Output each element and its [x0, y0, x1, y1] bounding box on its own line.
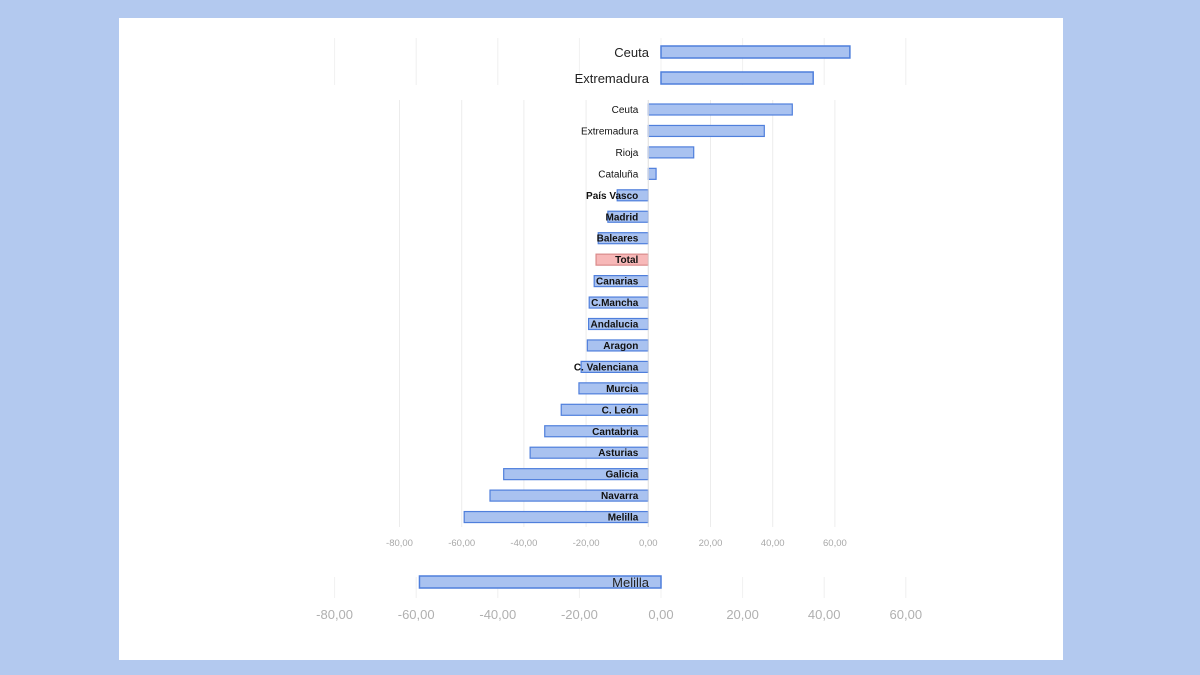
category-label: C.Mancha [591, 298, 639, 309]
x-tick-label: -40,00 [510, 538, 537, 549]
category-label: Murcia [606, 384, 639, 395]
x-tick-label: 20,00 [699, 538, 723, 549]
category-label: Aragon [603, 341, 638, 352]
bg-bar [660, 45, 851, 59]
bg-x-tick-label: 0,00 [648, 607, 673, 622]
bg-x-tick-label: -60,00 [398, 607, 435, 622]
category-label: Cataluña [598, 169, 638, 180]
category-label: Madrid [606, 212, 639, 223]
bg-x-tick-label: 40,00 [808, 607, 841, 622]
bg-bar [660, 71, 814, 85]
x-tick-label: -20,00 [573, 538, 600, 549]
category-label: Rioja [616, 148, 639, 159]
bg-x-tick-label: 60,00 [890, 607, 923, 622]
bg-bar [418, 575, 662, 589]
bar-cataluña [647, 167, 657, 180]
bg-x-tick-label: -80,00 [316, 607, 353, 622]
category-label: País Vasco [586, 191, 638, 202]
x-tick-label: -60,00 [448, 538, 475, 549]
bar-rioja [647, 146, 695, 159]
category-label: Ceuta [612, 105, 639, 116]
category-label: Andalucia [591, 320, 639, 331]
bg-category-label: Melilla [612, 575, 650, 590]
category-label: Asturias [598, 448, 638, 459]
bg-x-tick-label: -20,00 [561, 607, 598, 622]
bar-extremadura [647, 124, 765, 138]
category-label: Total [615, 255, 638, 266]
category-label: Canarias [596, 277, 639, 288]
category-label: Baleares [597, 234, 639, 245]
category-label: Galicia [605, 470, 638, 481]
chart-panel: -80,00 -60,00 -40,00 -20,00 0,00 20,00 40,00 60… [119, 18, 1063, 660]
category-label: Navarra [601, 491, 639, 502]
x-tick-label: 40,00 [761, 538, 785, 549]
category-label: C. León [602, 405, 639, 416]
x-tick-label: -80,00 [386, 538, 413, 549]
bar-ceuta [647, 103, 793, 116]
bg-x-tick-label: 20,00 [726, 607, 759, 622]
bg-x-tick-label: -40,00 [479, 607, 516, 622]
category-label: C. Valenciana [574, 362, 639, 373]
bg-category-label: Ceuta [614, 45, 649, 60]
category-label: Cantabria [592, 427, 639, 438]
x-tick-label: 0,00 [639, 538, 658, 549]
x-tick-label: 60,00 [823, 538, 847, 549]
bar-chart: -80,00 -60,00 -40,00 -20,00 0,00 20,00 40,00 60… [316, 38, 923, 622]
bg-category-label: Extremadura [575, 71, 650, 86]
category-label: Melilla [608, 513, 639, 524]
category-label: Extremadura [581, 126, 639, 137]
